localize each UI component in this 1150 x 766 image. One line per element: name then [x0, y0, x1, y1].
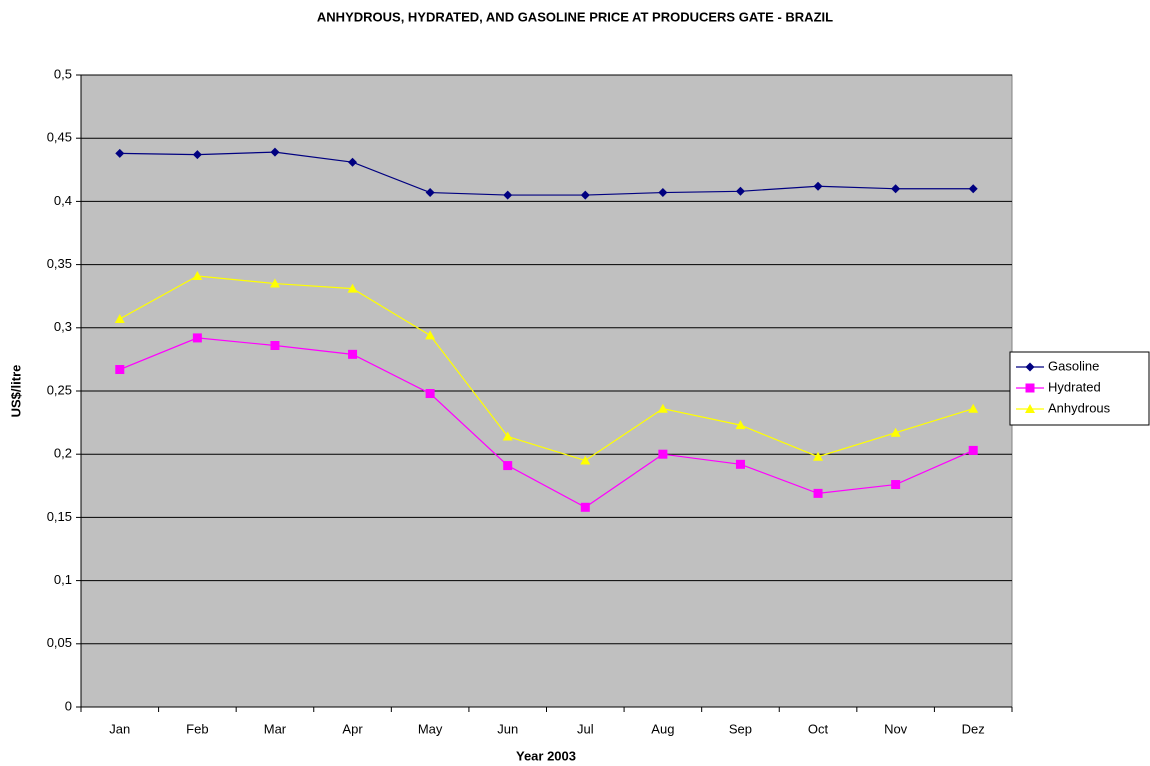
- marker: [735, 186, 745, 196]
- x-tick-label: Nov: [884, 721, 908, 736]
- marker: [503, 190, 513, 200]
- marker: [269, 278, 280, 288]
- marker: [580, 455, 591, 465]
- x-tick-label: Jul: [577, 721, 594, 736]
- y-tick-label: 0,5: [54, 66, 72, 81]
- marker: [968, 403, 979, 413]
- marker: [348, 157, 358, 167]
- marker: [192, 270, 203, 280]
- x-tick-label: Sep: [729, 721, 752, 736]
- marker: [114, 313, 125, 323]
- marker: [735, 459, 745, 469]
- marker: [115, 148, 125, 158]
- legend-label: Gasoline: [1048, 358, 1099, 373]
- x-tick-label: Oct: [808, 721, 829, 736]
- y-tick-label: 0: [65, 698, 72, 713]
- legend-label: Hydrated: [1048, 379, 1101, 394]
- x-tick-label: Apr: [342, 721, 363, 736]
- x-tick-label: Jan: [109, 721, 130, 736]
- marker: [813, 451, 824, 461]
- marker: [890, 427, 901, 437]
- marker: [891, 480, 901, 490]
- marker: [192, 333, 202, 343]
- y-tick-label: 0,45: [47, 130, 72, 145]
- marker: [347, 283, 358, 293]
- y-tick-label: 0,35: [47, 256, 72, 271]
- y-tick-label: 0,2: [54, 446, 72, 461]
- x-tick-label: Feb: [186, 721, 208, 736]
- marker: [813, 181, 823, 191]
- marker: [658, 449, 668, 459]
- y-tick-label: 0,25: [47, 382, 72, 397]
- y-tick-label: 0,1: [54, 572, 72, 587]
- marker: [891, 184, 901, 194]
- marker: [735, 420, 746, 430]
- x-axis-label: Year 2003: [516, 748, 576, 763]
- marker: [502, 431, 513, 441]
- marker: [1025, 383, 1035, 393]
- marker: [115, 365, 125, 375]
- x-tick-label: Mar: [264, 721, 287, 736]
- marker: [1025, 362, 1035, 372]
- marker: [657, 403, 668, 413]
- y-tick-label: 0,3: [54, 319, 72, 334]
- marker: [968, 445, 978, 455]
- legend-label: Anhydrous: [1048, 400, 1111, 415]
- marker: [813, 488, 823, 498]
- y-axis-label: US$/litre: [8, 365, 23, 418]
- marker: [425, 330, 436, 340]
- x-tick-label: Aug: [651, 721, 674, 736]
- marker: [658, 188, 668, 198]
- marker: [192, 150, 202, 160]
- x-tick-label: Dez: [962, 721, 985, 736]
- marker: [425, 188, 435, 198]
- marker: [968, 184, 978, 194]
- y-tick-label: 0,05: [47, 635, 72, 650]
- marker: [270, 147, 280, 157]
- y-tick-label: 0,4: [54, 193, 72, 208]
- marker: [425, 389, 435, 399]
- marker: [503, 461, 513, 471]
- chart-title: ANHYDROUS, HYDRATED, AND GASOLINE PRICE …: [317, 9, 833, 24]
- marker: [580, 190, 590, 200]
- y-tick-label: 0,15: [47, 509, 72, 524]
- series-line: [119, 275, 974, 462]
- x-tick-label: May: [418, 721, 443, 736]
- x-tick-label: Jun: [497, 721, 518, 736]
- marker: [348, 349, 358, 359]
- series-line: [119, 337, 974, 508]
- marker: [270, 340, 280, 350]
- marker: [580, 502, 590, 512]
- series-line: [119, 151, 974, 196]
- marker: [1025, 404, 1035, 413]
